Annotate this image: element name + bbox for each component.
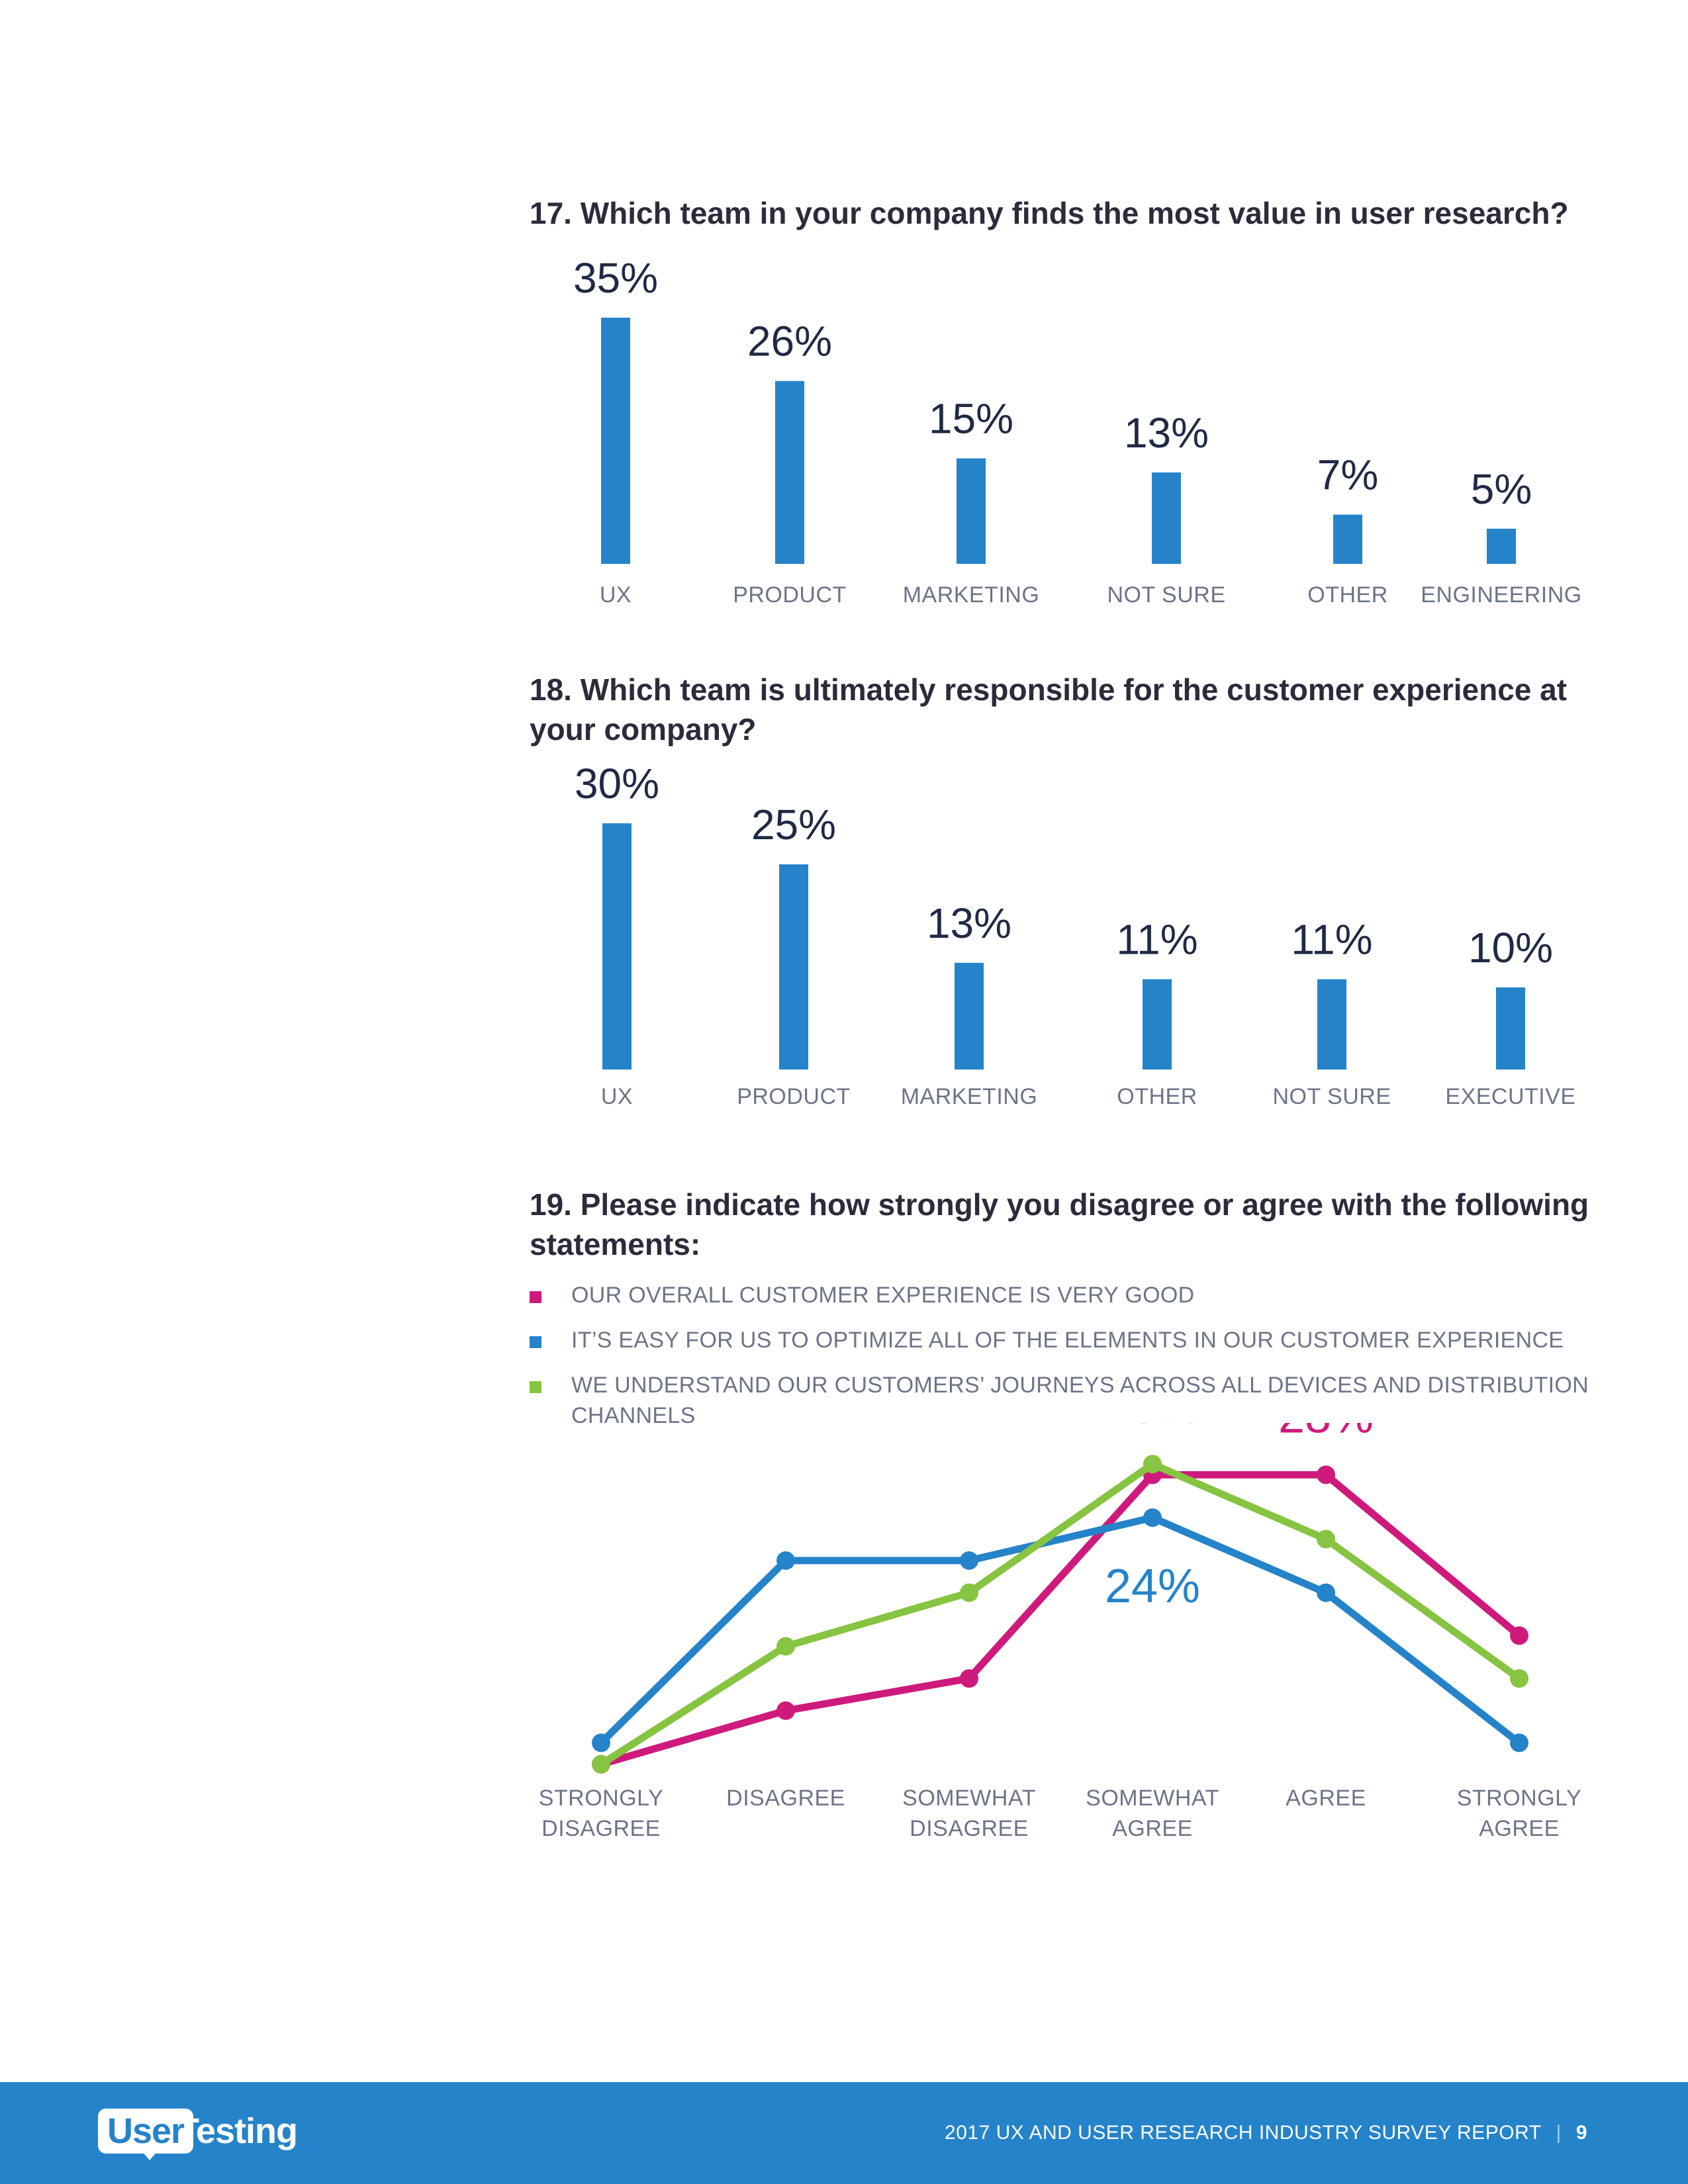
series-point (776, 1701, 795, 1720)
category-label: DISAGREE (726, 1786, 845, 1811)
question-18-title: 18. Which team is ultimately responsible… (530, 672, 1568, 747)
bar-value-label: 11% (1291, 916, 1372, 964)
bar-ux (602, 823, 632, 1069)
bar-other (1333, 514, 1362, 564)
bar-engineering (1487, 528, 1516, 564)
chart-q18-bar: 30% UX 25% PRODUCT 13% MARKETING 11% OTHER 11% NO… (575, 760, 1575, 1109)
series-point (1510, 1626, 1528, 1645)
chart-q19-line: 29%28%24%STRONGLYDISAGREEDISAGREESOMEWHA… (539, 1423, 1582, 1841)
bar-marketing (955, 962, 984, 1069)
bar-value-label: 7% (1317, 451, 1379, 499)
bar-value-label: 11% (1116, 916, 1197, 964)
series-point (592, 1754, 610, 1774)
footer-report-info: 2017 UX AND USER RESEARCH INDUSTRY SURVE… (945, 2118, 1587, 2148)
chart-q19-legend: OUR OVERALL CUSTOMER EXPERIENCE IS VERY … (530, 1280, 1602, 1445)
series-point (960, 1551, 978, 1570)
legend-item-customer-experience: OUR OVERALL CUSTOMER EXPERIENCE IS VERY … (530, 1280, 1602, 1310)
bar-product (775, 381, 804, 564)
category-label: STRONGLY AGREE (1457, 1786, 1582, 1841)
category-label: SOMEWHAT AGREE (1086, 1786, 1219, 1841)
category-label-line: DISAGREE (726, 1786, 845, 1811)
legend-swatch-pink (530, 1291, 541, 1303)
category-label: UX (600, 582, 632, 608)
category-label: STRONGLY DISAGREE (539, 1786, 664, 1841)
series-point (1510, 1669, 1528, 1688)
logo-user-badge: User (98, 2109, 194, 2154)
series-line (597, 1471, 1523, 1768)
series-point (1143, 1455, 1162, 1474)
category-label: MARKETING (901, 1084, 1038, 1109)
question-17-title: 17. Which team in your company finds the… (530, 196, 1569, 230)
series-point (960, 1583, 978, 1602)
legend-label: OUR OVERALL CUSTOMER EXPERIENCE IS VERY … (571, 1283, 1195, 1308)
footer-separator: | (1556, 2122, 1562, 2144)
category-label-line: STRONGLY (1457, 1786, 1582, 1811)
category-label: MARKETING (903, 582, 1040, 608)
bar-value-label: 5% (1471, 465, 1532, 513)
bar-not-sure (1317, 979, 1346, 1069)
category-label: AGREE (1286, 1786, 1366, 1811)
category-label: OTHER (1307, 582, 1388, 608)
series-point (1510, 1733, 1528, 1752)
category-label-line: AGREE (1479, 1816, 1560, 1841)
bar-value-label: 25% (751, 801, 836, 848)
logo-testing-text: Testing (177, 2111, 298, 2151)
category-label-line: SOMEWHAT (1086, 1786, 1219, 1811)
category-label: NOT SURE (1107, 582, 1225, 608)
series-point (776, 1551, 795, 1570)
legend-label: IT’S EASY FOR US TO OPTIMIZE ALL OF THE … (571, 1328, 1564, 1353)
bar-value-label: 13% (1124, 409, 1209, 457)
category-label-line: DISAGREE (541, 1816, 661, 1841)
line-annotation-label: 28% (1278, 1423, 1374, 1443)
bar-executive (1496, 987, 1525, 1069)
series-point (960, 1669, 978, 1688)
bar-ux (601, 318, 630, 564)
line-annotation-label: 29% (1105, 1423, 1200, 1433)
page-number: 9 (1575, 2122, 1587, 2144)
footer-bar: User Testing 2017 UX AND USER RESEARCH I… (0, 2082, 1688, 2184)
category-label: OTHER (1117, 1084, 1197, 1109)
category-label: SOMEWHAT DISAGREE (902, 1786, 1036, 1841)
legend-swatch-blue (530, 1336, 541, 1348)
legend-label: WE UNDERSTAND OUR CUSTOMERS’ JOURNEYS AC… (571, 1373, 1589, 1428)
legend-item-optimize-elements: IT’S EASY FOR US TO OPTIMIZE ALL OF THE … (530, 1325, 1602, 1355)
question-19-title: 19. Please indicate how strongly you dis… (530, 1187, 1589, 1261)
category-label: PRODUCT (733, 582, 847, 608)
footer-report-title: 2017 UX AND USER RESEARCH INDUSTRY SURVE… (945, 2122, 1542, 2144)
category-label-line: STRONGLY (539, 1786, 664, 1811)
bar-value-label: 35% (573, 254, 658, 302)
bar-value-label: 13% (927, 899, 1011, 947)
bar-value-label: 26% (747, 318, 832, 365)
category-label: ENGINEERING (1421, 582, 1582, 608)
category-label: PRODUCT (737, 1084, 851, 1109)
series-point (592, 1733, 610, 1752)
bar-marketing (957, 458, 986, 564)
category-label: NOT SURE (1272, 1084, 1391, 1109)
legend-item-customer-journeys: WE UNDERSTAND OUR CUSTOMERS’ JOURNEYS AC… (530, 1370, 1602, 1431)
series-point (1143, 1508, 1162, 1527)
category-label-line: DISAGREE (910, 1816, 1029, 1841)
series-line (597, 1514, 1523, 1747)
series-point (1317, 1529, 1335, 1549)
logo-speech-tail (140, 2150, 159, 2160)
bar-not-sure (1152, 472, 1181, 564)
legend-swatch-green (530, 1381, 541, 1393)
category-label-line: SOMEWHAT (902, 1786, 1036, 1811)
bar-other (1143, 979, 1172, 1069)
line-annotation-label: 24% (1105, 1560, 1200, 1613)
category-label: EXECUTIVE (1445, 1084, 1575, 1109)
bar-value-label: 10% (1468, 924, 1553, 972)
bar-value-label: 15% (929, 395, 1013, 443)
series-point (1317, 1465, 1335, 1484)
series-point (776, 1637, 795, 1656)
bar-value-label: 30% (575, 760, 659, 807)
category-label: UX (601, 1084, 633, 1109)
series-line (597, 1460, 1523, 1768)
category-label-line: AGREE (1112, 1816, 1193, 1841)
chart-q17-bar: 35% UX 26% PRODUCT 15% MARKETING 13% NOT SURE 7%… (573, 254, 1582, 608)
bar-product (779, 864, 808, 1069)
category-label-line: AGREE (1286, 1786, 1366, 1811)
series-point (1317, 1583, 1335, 1602)
